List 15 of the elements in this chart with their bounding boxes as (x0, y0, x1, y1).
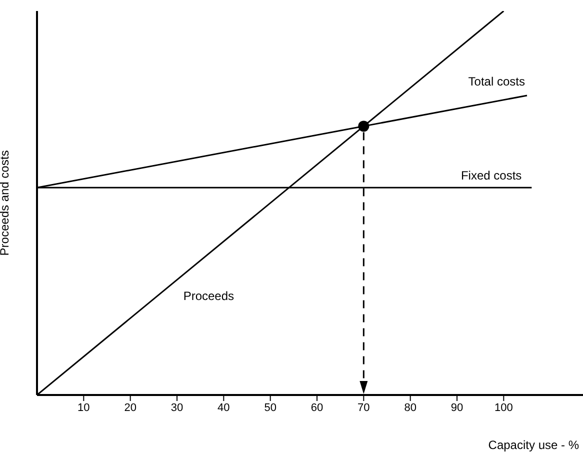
x-tick-label: 20 (124, 402, 136, 414)
x-tick-label: 30 (170, 402, 184, 414)
y-axis-title: Proceeds and costs (0, 150, 12, 256)
series-label: Fixed costs (460, 168, 522, 183)
x-tick-label: 100 (494, 402, 513, 414)
x-tick-label: 90 (450, 402, 464, 414)
x-axis-title: Capacity use - % (488, 438, 580, 452)
x-tick-label: 60 (310, 402, 324, 414)
x-tick-label: 80 (404, 402, 416, 414)
x-tick-label: 50 (264, 402, 276, 414)
x-tick-label: 40 (218, 402, 230, 414)
x-tick-label: 70 (358, 402, 370, 414)
series-label: Total costs (468, 74, 525, 88)
series-label: Proceeds (183, 289, 234, 303)
x-tick-label: 10 (78, 402, 90, 414)
